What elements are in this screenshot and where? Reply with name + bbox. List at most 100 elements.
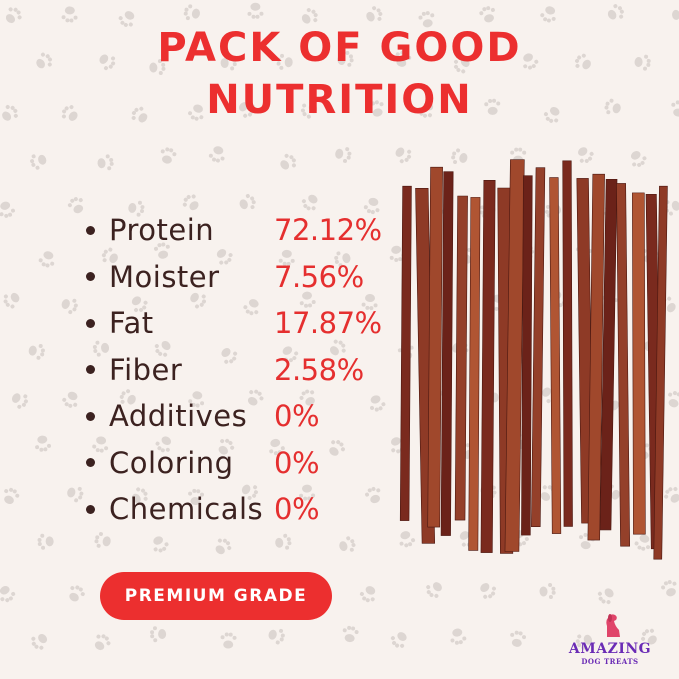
paw-icon <box>208 146 225 163</box>
nutrition-label: Fat <box>109 306 154 341</box>
nutrition-item-fiber: Fiber 2.58% <box>86 347 382 394</box>
paw-icon <box>188 488 205 506</box>
paw-icon <box>67 197 84 214</box>
paw-icon <box>359 586 376 603</box>
brand-logo: AMAZING DOG TREATS <box>562 612 658 666</box>
paw-icon <box>417 101 434 118</box>
paw-icon <box>119 389 136 405</box>
paw-icon <box>330 339 346 356</box>
paw-icon <box>190 292 206 309</box>
paw-icon <box>220 632 237 649</box>
paw-icon <box>67 486 84 503</box>
bully-stick <box>562 160 573 527</box>
paw-icon <box>160 147 177 164</box>
nutrition-value: 7.56% <box>274 259 364 294</box>
bully-stick <box>480 180 496 553</box>
paw-icon <box>634 534 651 551</box>
paw-icon <box>101 247 118 264</box>
paw-icon <box>131 106 148 123</box>
paw-icon <box>278 249 295 266</box>
paw-icon <box>155 436 172 453</box>
bullet-icon <box>86 504 95 514</box>
paw-icon <box>480 583 496 599</box>
bullet-icon <box>86 411 95 421</box>
paw-icon <box>118 11 135 27</box>
bully-stick <box>399 185 412 521</box>
title-line-2: NUTRITION <box>206 77 473 123</box>
paw-icon <box>35 435 52 452</box>
paw-icon <box>61 105 78 121</box>
paw-icon <box>92 436 109 453</box>
paw-icon <box>247 2 264 19</box>
nutrition-value: 17.87% <box>274 306 382 341</box>
paw-icon <box>188 391 205 408</box>
nutrition-value: 0% <box>274 492 320 527</box>
nutrition-item-moister: Moister 7.56% <box>86 254 382 301</box>
paw-icon <box>363 197 380 215</box>
paw-icon <box>280 153 296 170</box>
paw-icon <box>365 486 381 504</box>
paw-icon <box>154 340 171 357</box>
paw-icon <box>276 53 293 70</box>
paw-icon <box>239 102 255 118</box>
paw-icon <box>578 147 594 163</box>
bully-stick <box>427 166 443 528</box>
paw-icon <box>339 536 356 552</box>
paw-icon <box>342 625 359 643</box>
bullet-icon <box>86 272 95 282</box>
paw-icon <box>484 98 501 115</box>
paw-icon <box>337 50 354 67</box>
bully-stick <box>632 192 646 535</box>
paw-icon <box>300 103 318 119</box>
paw-icon <box>218 438 235 455</box>
paw-icon <box>215 538 232 555</box>
bully-stick <box>521 175 533 536</box>
nutrition-value: 2.58% <box>274 352 364 387</box>
nutrition-value: 0% <box>274 445 320 480</box>
paw-icon <box>4 487 20 505</box>
paw-icon <box>247 389 264 406</box>
paw-icon <box>2 104 18 121</box>
paw-icon <box>131 487 148 504</box>
bullet-icon <box>86 225 95 235</box>
paw-icon <box>61 298 78 315</box>
paw-icon <box>479 6 495 23</box>
paw-icon <box>604 98 621 115</box>
paw-icon <box>575 634 593 650</box>
paw-icon <box>0 201 15 218</box>
paw-icon <box>150 626 167 643</box>
paw-icon <box>299 484 316 501</box>
paw-icon <box>664 487 679 503</box>
nutrition-item-fat: Fat 17.87% <box>86 300 382 347</box>
paw-icon <box>661 580 677 597</box>
nutrition-label: Additives <box>109 399 248 434</box>
paw-icon <box>61 6 78 23</box>
paw-icon <box>153 536 169 553</box>
paw-icon <box>543 107 560 123</box>
paw-icon <box>597 588 614 605</box>
paw-icon <box>30 154 47 170</box>
nutrition-label: Chemicals <box>109 492 264 527</box>
paw-icon <box>299 291 316 308</box>
paw-icon <box>395 50 412 67</box>
paw-icon <box>540 6 556 23</box>
nutrition-list: Protein 72.12% Moister 7.56% Fat 17.87% Fib… <box>86 207 382 533</box>
nutrition-label: Coloring <box>109 445 234 480</box>
bully-stick <box>440 171 454 536</box>
paw-icon <box>97 154 114 171</box>
paw-icon <box>99 54 116 71</box>
paw-icon <box>220 54 237 71</box>
paw-icon <box>301 8 318 24</box>
paw-icon <box>269 438 285 456</box>
paw-icon <box>329 440 345 456</box>
paw-icon <box>131 296 148 313</box>
bully-stick <box>599 178 618 531</box>
paw-icon <box>188 104 204 121</box>
paw-icon <box>183 4 200 21</box>
paw-icon <box>450 628 467 645</box>
paw-icon <box>221 348 238 364</box>
logo-tagline: DOG TREATS <box>581 657 639 666</box>
paw-icon <box>62 391 78 408</box>
paw-icon <box>641 628 657 645</box>
